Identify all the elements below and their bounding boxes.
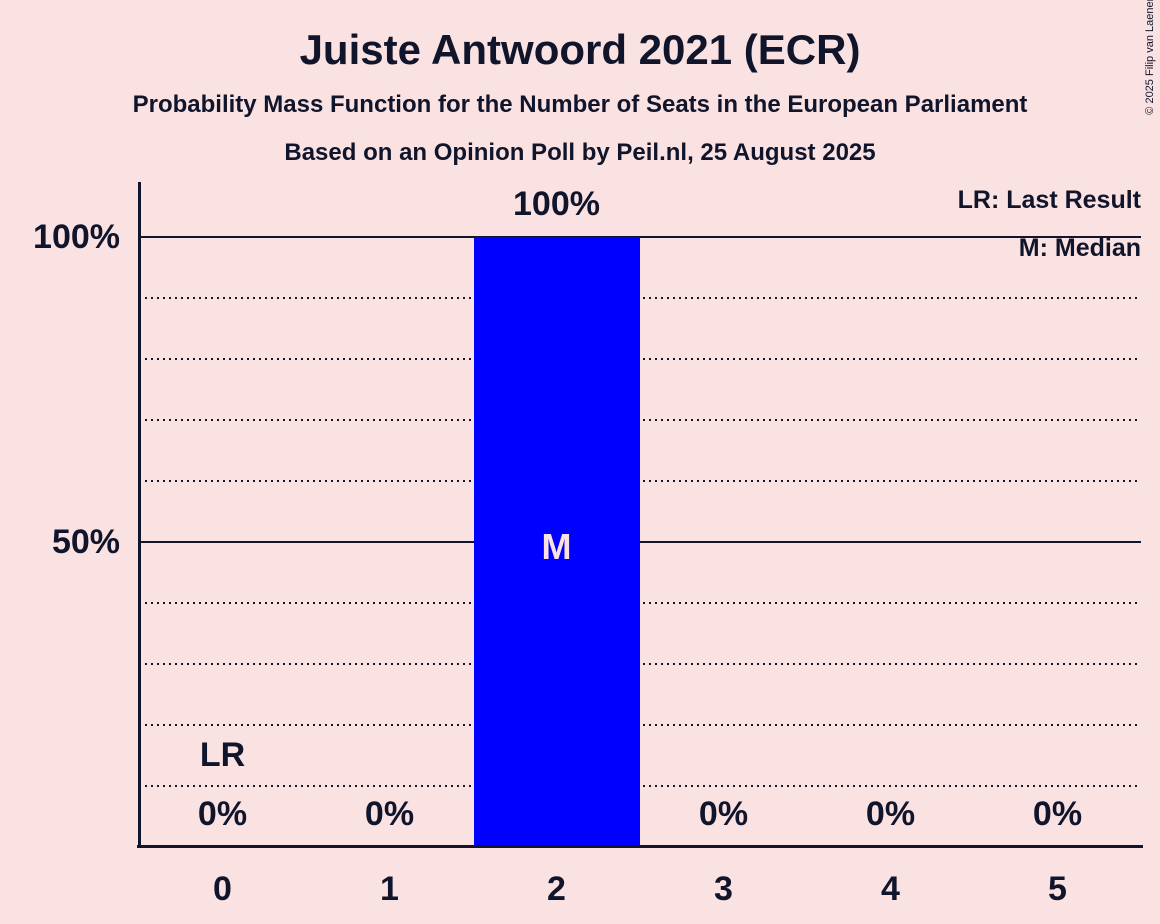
legend-last-result: LR: Last Result xyxy=(957,186,1141,214)
x-tick-label: 5 xyxy=(1048,870,1067,908)
gridline-dotted xyxy=(139,480,1141,482)
bar-value-label: 0% xyxy=(364,795,415,833)
gridline-dotted xyxy=(139,419,1141,421)
gridline-dotted xyxy=(139,602,1141,604)
chart-title: Juiste Antwoord 2021 (ECR) xyxy=(299,26,861,73)
x-tick-label: 2 xyxy=(547,870,566,908)
median-marker: M xyxy=(541,526,572,567)
bar-value-label: 100% xyxy=(513,185,600,223)
x-tick-label: 0 xyxy=(213,870,232,908)
x-tick-label: 1 xyxy=(380,870,399,908)
chart-subtitle: Probability Mass Function for the Number… xyxy=(132,91,1028,118)
x-tick-label: 3 xyxy=(714,870,733,908)
bar-value-label: 0% xyxy=(698,795,749,833)
y-tick-label: 100% xyxy=(33,218,120,256)
bar-value-label: 0% xyxy=(1032,795,1083,833)
gridline-dotted xyxy=(139,297,1141,299)
bar-value-label: 0% xyxy=(865,795,916,833)
probability-bar xyxy=(473,237,640,847)
gridline-dotted xyxy=(139,785,1141,787)
y-tick-label: 50% xyxy=(51,523,120,561)
x-tick-label: 4 xyxy=(881,870,900,908)
legend-median: M: Median xyxy=(1018,234,1141,262)
y-axis-line xyxy=(138,182,141,848)
poll-source-subtitle: Based on an Opinion Poll by Peil.nl, 25 … xyxy=(284,139,876,166)
x-axis-line xyxy=(137,845,1143,848)
bar-value-label: 0% xyxy=(197,795,248,833)
gridline-dotted xyxy=(139,358,1141,360)
gridline-dotted xyxy=(139,663,1141,665)
gridline-solid xyxy=(139,541,1141,543)
last-result-marker: LR xyxy=(199,736,246,774)
gridline-solid xyxy=(139,236,1141,238)
gridline-dotted xyxy=(139,724,1141,726)
